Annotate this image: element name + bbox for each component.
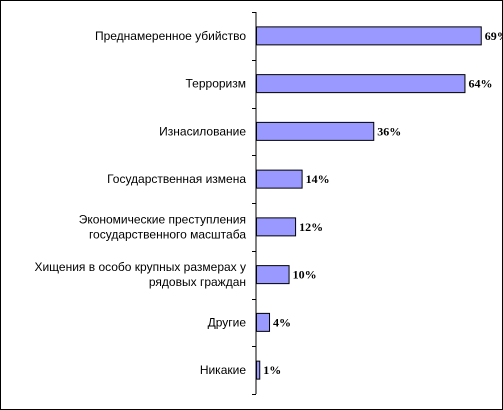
value-label: 12%: [299, 220, 323, 234]
value-label: 69%: [485, 29, 502, 43]
value-label: 36%: [377, 124, 401, 138]
bar: [256, 360, 261, 380]
bar: [256, 312, 271, 332]
category-label: Преднамеренное убийство: [95, 29, 246, 43]
category-label: Экономические преступления государственно…: [79, 212, 247, 241]
bars-layer: [256, 26, 482, 380]
category-label-line: Государственная измена: [107, 172, 246, 186]
category-label: Терроризм: [186, 77, 246, 91]
category-label-line: Другие: [208, 315, 247, 329]
category-label: Государственная измена: [107, 172, 246, 186]
value-labels: 69% 64% 36% 14% 12% 10% 4% 1%: [263, 29, 502, 377]
category-label-line: рядовых граждан: [149, 275, 246, 289]
category-label-line: Терроризм: [186, 77, 246, 91]
value-label: 10%: [293, 268, 317, 282]
category-label-line: Никакие: [200, 363, 247, 377]
value-label: 64%: [468, 77, 492, 91]
bar: [256, 217, 297, 237]
category-labels: Преднамеренное убийство Терроризм Изнасило…: [34, 29, 246, 377]
y-axis-ticks: [252, 12, 256, 395]
category-label: Изнасилование: [159, 124, 246, 138]
bar: [256, 265, 290, 285]
category-label: Другие: [208, 315, 247, 329]
category-label-line: государственного масштаба: [89, 227, 246, 241]
value-label: 1%: [263, 363, 281, 377]
bar: [256, 169, 303, 189]
category-label-line: Хищения в особо крупных размерах у: [34, 260, 246, 274]
value-label: 14%: [306, 172, 330, 186]
category-label: Хищения в особо крупных размерах у рядовы…: [34, 260, 246, 289]
category-label-line: Экономические преступления: [79, 212, 246, 226]
bar: [256, 74, 466, 94]
bar: [256, 26, 482, 46]
category-label-line: Изнасилование: [159, 124, 246, 138]
category-label: Никакие: [200, 363, 247, 377]
value-label: 4%: [273, 315, 291, 329]
bar: [256, 121, 375, 141]
category-label-line: Преднамеренное убийство: [95, 29, 246, 43]
